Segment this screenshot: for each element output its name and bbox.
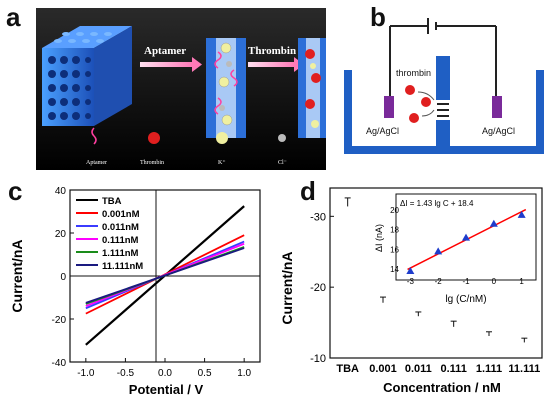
legend-aptamer: Aptamer: [86, 160, 107, 166]
d-x-tick-label: 11.111: [508, 363, 540, 375]
c-x-tick-label: 1.0: [237, 368, 251, 379]
c-x-tick-label: 0.5: [198, 368, 212, 379]
inset-point: [462, 233, 470, 241]
inset-x-tick-label: -1: [462, 277, 470, 286]
porous-membrane-block: [42, 26, 132, 126]
right-electrode-label: Ag/AgCl: [482, 126, 515, 136]
c-x-tick-label: -1.0: [77, 368, 95, 379]
thrombin-label: thrombin: [396, 68, 431, 78]
schematic-legend: Aptamer Thrombin K⁺ Cl⁻: [86, 127, 287, 166]
d-x-tick-label: 0.111: [441, 363, 467, 375]
panel-a-schematic: Aptamer Thrombin Aptamer Thrombin K⁺: [36, 8, 326, 170]
c-x-axis-label: Potential / V: [129, 382, 204, 397]
inset-y-tick-label: 18: [390, 226, 399, 235]
inset-x-tick-label: -2: [435, 277, 443, 286]
d-y-tick-label: -10: [310, 353, 326, 365]
c-y-tick-label: 20: [55, 229, 67, 240]
panel-b-letter: b: [370, 2, 386, 32]
inset-x-label: lg (C/nM): [445, 294, 486, 305]
c-legend-label: 0.011nM: [102, 222, 139, 233]
c-legend-label: TBA: [102, 196, 122, 207]
battery-icon: [389, 18, 497, 96]
panel-c-letter: c: [8, 176, 23, 206]
d-y-tick-label: -30: [310, 211, 326, 223]
inset-y-tick-label: 20: [390, 206, 399, 215]
d-y-tick-label: -20: [310, 282, 326, 294]
c-y-axis-label: Current/nA: [9, 239, 25, 312]
legend-chloride: Cl⁻: [278, 160, 287, 166]
inset-point: [434, 247, 443, 255]
c-x-tick-label: -0.5: [117, 368, 135, 379]
d-x-tick-label: 0.001: [369, 363, 397, 375]
c-y-tick-label: -20: [52, 315, 67, 326]
thrombin-arrow: [248, 62, 294, 67]
aptamer-step-label: Aptamer: [144, 45, 186, 57]
inset-y-label: ΔI (nA): [374, 224, 384, 252]
legend-thrombin: Thrombin: [140, 160, 164, 166]
c-x-tick-label: 0.0: [158, 368, 172, 379]
c-legend-label: 1.111nM: [102, 248, 139, 259]
d-x-tick-label: TBA: [336, 363, 359, 375]
d-x-tick-label: 0.011: [405, 363, 432, 375]
iv-curve-chart: 40 20 0 -20 -40 -1.0 -0.5 0.0 0.5 1.0 TBA 0.001nM…: [9, 186, 261, 397]
iv-line-11_111nM: [85, 247, 245, 304]
d-plot-frame: [329, 187, 543, 359]
c-legend-label: 0.001nM: [102, 209, 140, 220]
d-x-tick-label: 1.111: [476, 363, 502, 375]
nanochannel-with-aptamer: [206, 38, 246, 138]
electrochemical-cell: [344, 56, 544, 154]
d-x-axis-label: Concentration / nM: [383, 380, 501, 395]
inset-equation: ΔI = 1.43 lg C + 18.4: [400, 199, 474, 208]
inset-y-tick-label: 16: [390, 245, 399, 254]
thrombin-molecules: [405, 85, 435, 123]
c-legend-label: 0.111nM: [102, 235, 139, 246]
right-electrode: [492, 96, 502, 118]
inset-y-tick-label: 14: [390, 265, 399, 274]
left-electrode-label: Ag/AgCl: [366, 126, 399, 136]
inset-point: [517, 210, 526, 218]
inset-x-tick-label: 0: [492, 277, 497, 286]
inset-point: [406, 267, 415, 275]
calibration-inset: 20 18 16 14 -3 -2 -1 0 1 ΔI = 1.43 lg C + 18.4 Δ…: [374, 193, 537, 305]
left-electrode: [384, 96, 394, 118]
bar-chart: -30-20-10 TBA 0.001 0.011 0.111 1.111 11.111 …: [279, 187, 543, 395]
d-y-axis-label: Current/nA: [279, 251, 295, 324]
thrombin-step-label: Thrombin: [248, 45, 296, 57]
nanochannel-with-thrombin: [298, 38, 326, 138]
aptamer-arrow: [140, 62, 192, 67]
c-legend-label: 11.111nM: [102, 261, 143, 272]
panel-d-letter: d: [300, 176, 316, 206]
c-y-tick-label: 0: [60, 272, 66, 283]
panel-b-cell-schematic: thrombin Ag/AgCl Ag/AgCl: [344, 18, 544, 154]
inset-point: [489, 219, 498, 227]
panel-a-letter: a: [6, 2, 21, 32]
c-y-tick-label: 40: [55, 186, 67, 197]
legend-potassium: K⁺: [218, 159, 226, 166]
inset-x-tick-label: -3: [407, 277, 415, 286]
inset-x-tick-label: 1: [519, 277, 524, 286]
c-y-tick-label: -40: [52, 358, 67, 369]
